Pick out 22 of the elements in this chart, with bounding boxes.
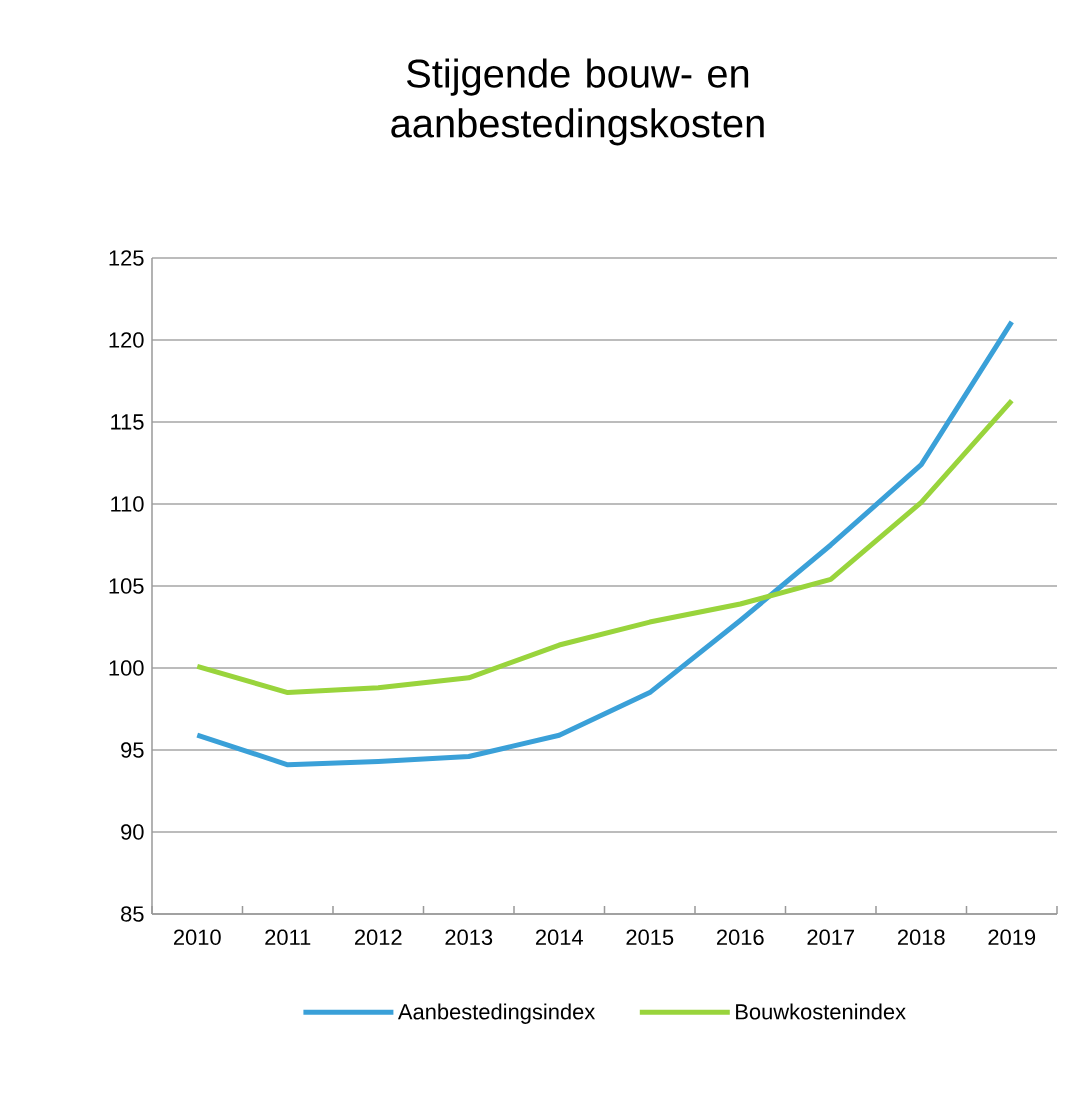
x-tick-label: 2016 — [716, 929, 764, 946]
x-tick-label: 2019 — [988, 929, 1036, 946]
y-tick-label: 90 — [121, 824, 144, 840]
y-tick-label: 100 — [109, 660, 144, 676]
y-tick-label: 95 — [121, 742, 144, 758]
y-tick-label: 115 — [111, 414, 144, 430]
chart-title: Stijgende bouw- en aanbestedingskosten — [391, 58, 764, 146]
y-tick-label: 120 — [109, 332, 144, 348]
x-tick-label: 2010 — [173, 929, 221, 946]
y-tick-label: 85 — [121, 906, 144, 922]
y-tick-label: 110 — [111, 496, 144, 512]
legend-label: Aanbestedingsindex — [397, 1003, 596, 1024]
x-tick-label: 2012 — [354, 929, 402, 946]
y-tick-label: 105 — [109, 578, 144, 594]
x-tick-label: 2013 — [445, 929, 493, 946]
x-tick-label: 2014 — [535, 929, 583, 946]
x-tick-label: 2015 — [626, 929, 674, 946]
x-tick-label: 2011 — [265, 929, 311, 946]
x-tick-label: 2018 — [897, 929, 945, 946]
y-tick-label: 125 — [109, 250, 144, 266]
x-tick-label: 2017 — [807, 929, 855, 946]
legend-label: Bouwkostenindex — [736, 1003, 906, 1020]
